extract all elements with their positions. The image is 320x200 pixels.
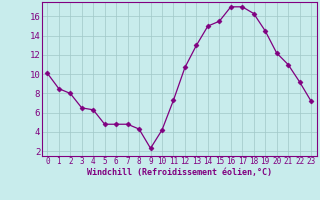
X-axis label: Windchill (Refroidissement éolien,°C): Windchill (Refroidissement éolien,°C) [87, 168, 272, 177]
